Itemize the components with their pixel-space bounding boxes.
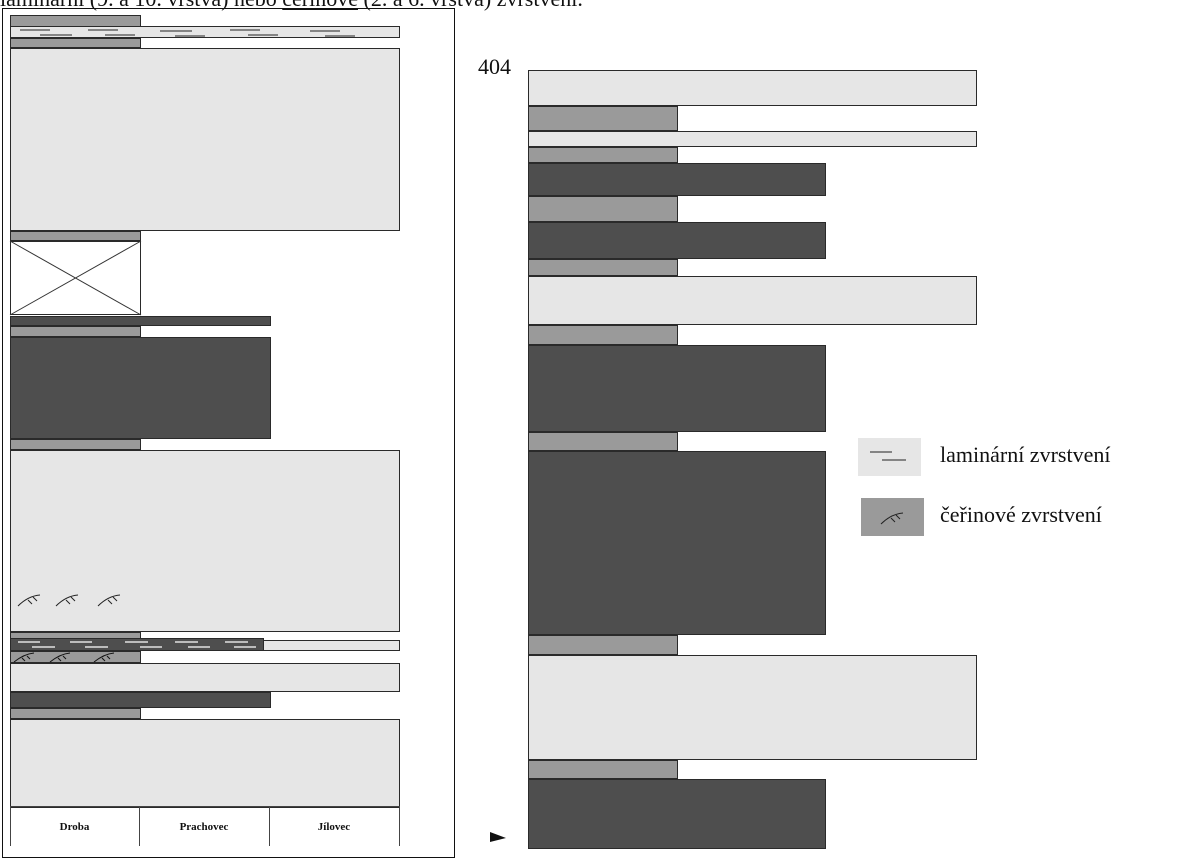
- arrow-icon: [490, 832, 506, 842]
- laminar-bedding-icon: [20, 29, 355, 37]
- layer: [10, 439, 141, 450]
- layer: [528, 106, 678, 131]
- laminar-bedding-icon: [870, 451, 906, 461]
- layer: [10, 326, 141, 337]
- ripple-bedding-icon: [17, 594, 121, 607]
- column-label-droba: Droba: [59, 821, 90, 833]
- layer: [528, 163, 826, 196]
- layer: [528, 451, 826, 635]
- label-divider: [10, 806, 11, 846]
- label-divider: [269, 806, 270, 846]
- layer: [10, 719, 400, 808]
- layer: [528, 222, 826, 259]
- caption-underlined: čeřinové: [282, 0, 358, 11]
- label-row-border: [10, 806, 400, 807]
- layer: [528, 325, 678, 345]
- layer: [10, 663, 400, 692]
- layer: [528, 196, 678, 222]
- legend-swatch-laminar: [858, 438, 921, 476]
- layer: [10, 692, 271, 708]
- layer: [528, 760, 678, 779]
- layer: [528, 635, 678, 655]
- depth-label: 404: [478, 54, 511, 79]
- layer: [528, 432, 678, 451]
- layer: [10, 708, 141, 719]
- layer: [528, 259, 678, 276]
- column-label-prachovec: Prachovec: [179, 821, 229, 833]
- layer: [10, 231, 141, 241]
- layer: [10, 38, 141, 48]
- legend-label-ripple: čeřinové zvrstvení: [940, 502, 1102, 527]
- layer: [10, 316, 271, 326]
- column-label-jilovec: Jílovec: [317, 821, 351, 833]
- laminar-bedding-icon: [18, 641, 256, 648]
- caption-text: laminární (9. a 10. vrstva) nebo čeřinov…: [0, 0, 583, 12]
- label-divider: [139, 806, 140, 846]
- layer: [528, 779, 826, 849]
- layer: [528, 276, 977, 325]
- missing-section-cross: [9, 240, 142, 316]
- layer: [528, 147, 678, 163]
- legend-swatch-ripple: [861, 498, 924, 536]
- layer-ripple: [10, 450, 400, 632]
- layer: [528, 345, 826, 432]
- layer: [528, 655, 977, 760]
- label-divider: [399, 806, 400, 846]
- caption-suffix: (2. a 6. vrstva) zvrstvení.: [358, 0, 583, 11]
- layer: [528, 70, 977, 106]
- layer: [10, 48, 400, 231]
- caption-prefix: laminární (9. a 10. vrstva) nebo: [0, 0, 282, 11]
- ripple-bedding-icon: [13, 652, 115, 663]
- legend-label-laminar: laminární zvrstvení: [940, 442, 1111, 467]
- ripple-bedding-icon: [880, 512, 904, 525]
- layer: [10, 337, 271, 439]
- layer: [528, 131, 977, 147]
- layer-laminated: [10, 638, 264, 651]
